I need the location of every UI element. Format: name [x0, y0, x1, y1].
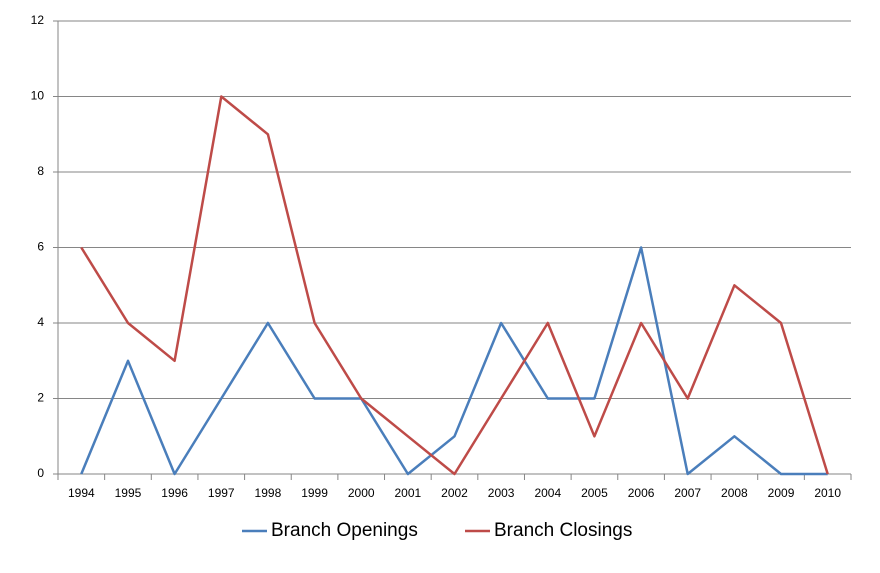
x-tick-label: 1996: [161, 486, 188, 500]
x-tick-label: 2002: [441, 486, 468, 500]
x-tick-label: 1995: [115, 486, 142, 500]
x-tick-label: 1997: [208, 486, 235, 500]
x-tick-label: 2010: [814, 486, 841, 500]
legend: Branch Openings Branch Closings: [242, 520, 632, 541]
y-tick-label: 10: [31, 89, 45, 103]
y-tick-label: 12: [31, 13, 45, 27]
y-tick-label: 0: [37, 466, 44, 480]
legend-label: Branch Openings: [271, 520, 418, 541]
y-tick-label: 4: [37, 315, 44, 329]
x-tick-label: 2000: [348, 486, 375, 500]
x-tick-label: 1998: [255, 486, 282, 500]
x-tick-label: 2004: [534, 486, 561, 500]
x-tick-label: 1994: [68, 486, 95, 500]
x-tick-label: 2003: [488, 486, 515, 500]
x-tick-label: 2005: [581, 486, 608, 500]
series-line: [80, 246, 828, 476]
series-line: [80, 95, 829, 476]
x-tick-label: 2008: [721, 486, 748, 500]
x-tick-label: 2006: [628, 486, 655, 500]
x-tick-label: 1999: [301, 486, 328, 500]
x-tick-label: 2007: [674, 486, 701, 500]
legend-label: Branch Closings: [494, 520, 632, 541]
x-tick-label: 2009: [768, 486, 795, 500]
y-tick-label: 6: [37, 240, 44, 254]
y-tick-label: 2: [37, 391, 44, 405]
y-tick-label: 8: [37, 164, 44, 178]
x-tick-label: 2001: [395, 486, 422, 500]
